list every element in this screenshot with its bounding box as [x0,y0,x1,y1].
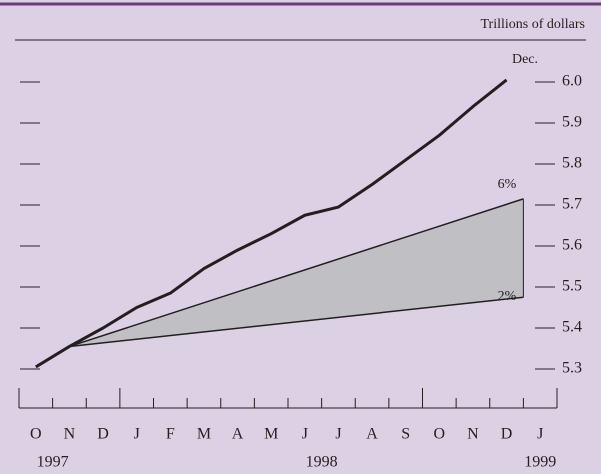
x-tick-label: D [97,426,109,443]
x-tick-label: J [537,426,543,443]
annotation: 6% [498,177,517,192]
x-tick-label: O [434,426,446,443]
annotation: Dec. [512,52,538,67]
annotation: 2% [498,289,517,304]
year-label: 1998 [306,454,338,471]
x-tick-label: N [467,426,479,443]
cone-upper [69,198,524,348]
y-tick-label: 5.8 [562,155,582,172]
series-line [35,78,508,369]
x-tick-label: F [166,426,175,443]
year-label: 1999 [524,454,556,471]
unit-label: Trillions of dollars [481,17,586,32]
x-tick-label: J [335,426,341,443]
y-tick-label: 5.6 [562,237,582,254]
x-tick-label: D [501,426,513,443]
x-tick-label: M [264,426,278,443]
y-tick-label: 6.0 [562,73,582,90]
y-tick-label: 5.7 [562,196,582,213]
x-tick-label: A [366,426,378,443]
x-tick-label: A [232,426,244,443]
x-tick-label: M [197,426,211,443]
x-tick-label: N [64,426,76,443]
x-tick-label: S [401,426,410,443]
x-tick-label: J [302,426,308,443]
cone-lower [69,296,524,348]
y-tick-label: 5.3 [562,360,582,377]
plot: 5.3 5.4 5.5 5.6 5.7 5.8 5.9 6.0 O N D J F M A M J J A S O N D J… [18,73,582,471]
x-tick-label: O [30,426,42,443]
y-tick-label: 5.4 [562,319,582,336]
year-label: 1997 [37,454,69,471]
y-tick-label: 5.9 [562,114,582,131]
y-tick-label: 5.5 [562,278,582,295]
x-tick-label: J [134,426,140,443]
